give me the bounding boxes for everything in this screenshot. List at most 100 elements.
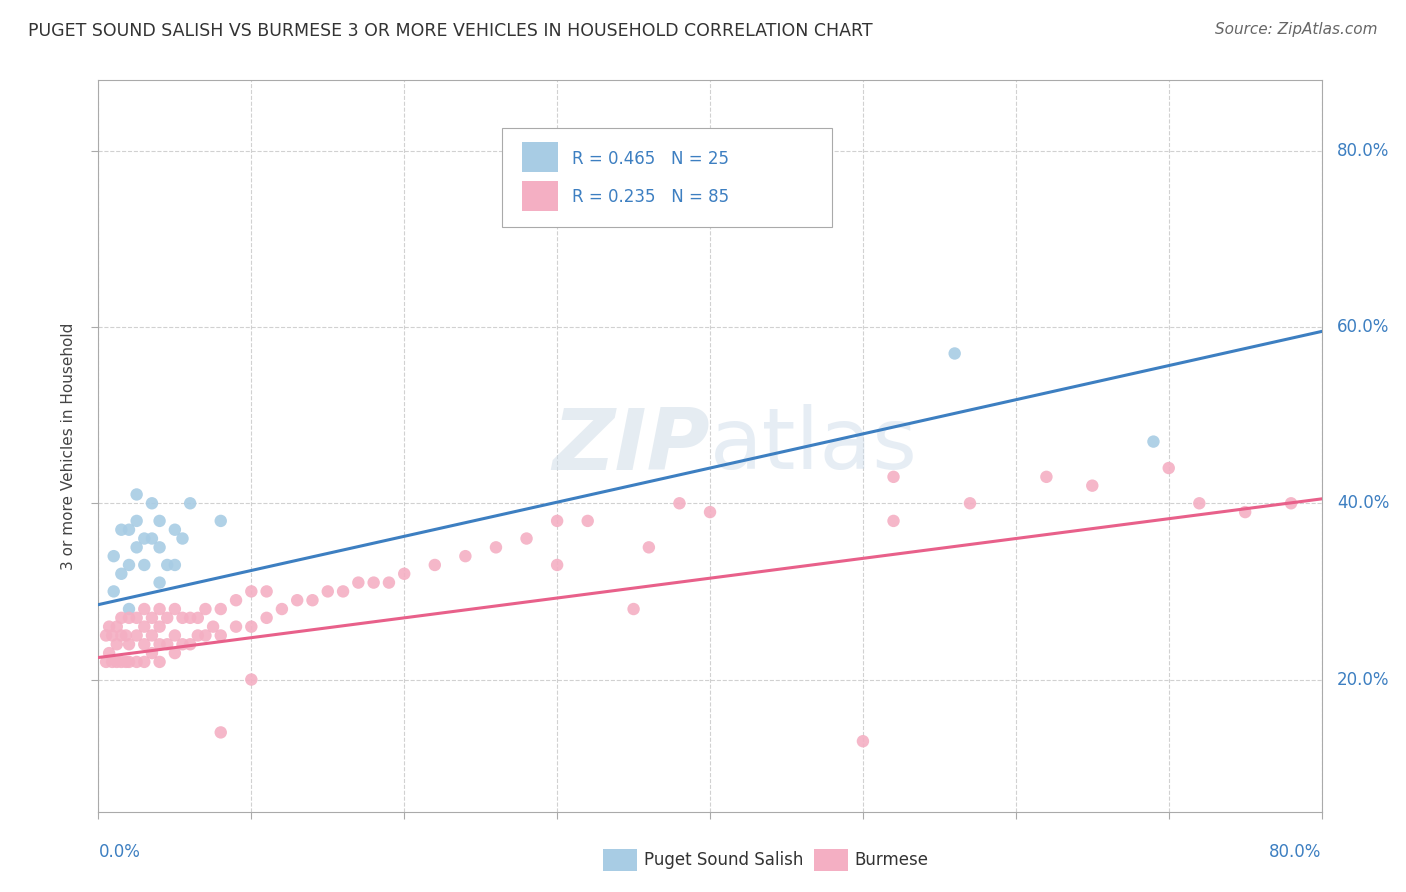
Point: [959, 496, 981, 510]
Point: [115, 655, 138, 669]
Point: [163, 628, 186, 642]
FancyBboxPatch shape: [502, 128, 832, 227]
Point: [623, 602, 645, 616]
Point: [546, 558, 568, 572]
Point: [301, 593, 323, 607]
Point: [179, 637, 201, 651]
Point: [179, 611, 201, 625]
Point: [209, 725, 232, 739]
Point: [378, 575, 401, 590]
Point: [141, 628, 163, 642]
FancyBboxPatch shape: [522, 181, 558, 211]
Point: [98, 620, 121, 634]
Point: [1279, 496, 1302, 510]
Point: [225, 593, 247, 607]
Point: [125, 514, 148, 528]
Point: [94, 628, 117, 642]
Point: [1035, 470, 1057, 484]
Point: [209, 628, 232, 642]
Point: [163, 646, 186, 660]
Point: [209, 514, 232, 528]
Point: [149, 655, 172, 669]
Point: [141, 532, 163, 546]
Text: 0.0%: 0.0%: [98, 843, 141, 861]
Point: [163, 523, 186, 537]
Point: [285, 593, 308, 607]
Point: [118, 655, 141, 669]
Point: [637, 541, 661, 555]
Text: 40.0%: 40.0%: [1337, 494, 1389, 512]
Point: [115, 628, 138, 642]
Text: 80.0%: 80.0%: [1337, 142, 1389, 160]
Point: [316, 584, 339, 599]
Point: [179, 496, 201, 510]
Point: [225, 620, 247, 634]
FancyBboxPatch shape: [522, 143, 558, 172]
Point: [110, 611, 132, 625]
Point: [240, 673, 263, 687]
Point: [134, 558, 156, 572]
Point: [943, 346, 966, 360]
Point: [94, 655, 117, 669]
Point: [118, 637, 141, 651]
Text: Source: ZipAtlas.com: Source: ZipAtlas.com: [1215, 22, 1378, 37]
Point: [256, 611, 278, 625]
Point: [101, 628, 124, 642]
Point: [156, 637, 179, 651]
Point: [1142, 434, 1164, 449]
Point: [454, 549, 477, 563]
Point: [134, 602, 156, 616]
Point: [110, 655, 132, 669]
Point: [347, 575, 370, 590]
Point: [118, 611, 141, 625]
Point: [118, 523, 141, 537]
Point: [1157, 461, 1180, 475]
Point: [98, 646, 121, 660]
Point: [194, 628, 217, 642]
Point: [149, 575, 172, 590]
Point: [149, 541, 172, 555]
Point: [134, 532, 156, 546]
Point: [516, 532, 538, 546]
Point: [240, 620, 263, 634]
Point: [105, 655, 128, 669]
Point: [172, 532, 194, 546]
Point: [156, 611, 179, 625]
Point: [105, 620, 128, 634]
Point: [163, 558, 186, 572]
Point: [202, 620, 225, 634]
Point: [103, 584, 125, 599]
Point: [134, 637, 156, 651]
Y-axis label: 3 or more Vehicles in Household: 3 or more Vehicles in Household: [60, 322, 76, 570]
Point: [141, 646, 163, 660]
Point: [699, 505, 721, 519]
Point: [172, 611, 194, 625]
Point: [149, 602, 172, 616]
Text: 20.0%: 20.0%: [1337, 671, 1389, 689]
Text: R = 0.235   N = 85: R = 0.235 N = 85: [572, 188, 728, 206]
Point: [110, 523, 132, 537]
Point: [363, 575, 385, 590]
Point: [105, 637, 128, 651]
Point: [149, 637, 172, 651]
Point: [110, 566, 132, 581]
Point: [163, 602, 186, 616]
Point: [576, 514, 599, 528]
Point: [332, 584, 354, 599]
Point: [852, 734, 875, 748]
Point: [668, 496, 690, 510]
Point: [240, 584, 263, 599]
Point: [1188, 496, 1211, 510]
Point: [125, 611, 148, 625]
Text: atlas: atlas: [710, 404, 918, 488]
Point: [1081, 478, 1104, 492]
Point: [392, 566, 416, 581]
Text: PUGET SOUND SALISH VS BURMESE 3 OR MORE VEHICLES IN HOUSEHOLD CORRELATION CHART: PUGET SOUND SALISH VS BURMESE 3 OR MORE …: [28, 22, 873, 40]
Text: Burmese: Burmese: [855, 851, 929, 869]
Point: [110, 628, 132, 642]
Point: [209, 602, 232, 616]
Point: [156, 558, 179, 572]
Point: [546, 514, 568, 528]
Point: [883, 470, 905, 484]
Point: [134, 655, 156, 669]
